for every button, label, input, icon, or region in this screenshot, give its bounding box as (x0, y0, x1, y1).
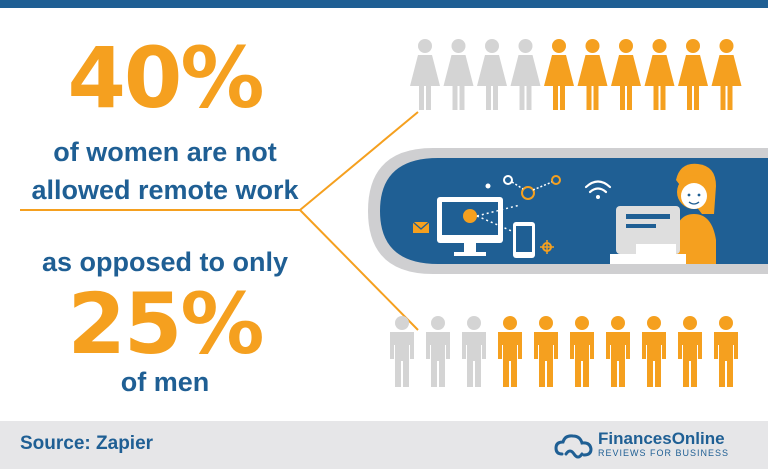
smartphone-icon (513, 222, 535, 258)
woman-figure-icon (711, 39, 742, 110)
woman-figure-icon (510, 39, 541, 110)
men-percent: 25% (67, 275, 264, 373)
woman-at-laptop-icon (610, 163, 716, 264)
woman-figure-icon (577, 39, 608, 110)
woman-figure-icon (477, 39, 507, 110)
woman-figure-icon (410, 39, 440, 110)
wifi-icon (584, 180, 612, 199)
network-nodes-icon (485, 175, 561, 200)
women-figures-row (410, 39, 742, 110)
woman-figure-icon (678, 39, 708, 110)
men-stat-intro: as opposed to only (41, 247, 289, 277)
women-stat-line-2: allowed remote work (31, 175, 299, 205)
men-figures-row (390, 316, 738, 387)
man-figure-icon (534, 316, 558, 387)
brand-tagline: REVIEWS FOR BUSINESS (598, 448, 730, 458)
man-figure-icon (390, 316, 414, 387)
infographic-graphics (20, 39, 768, 387)
woman-figure-icon (644, 39, 675, 110)
women-stat-line-1: of women are not (53, 137, 277, 167)
cloud-logo-icon (554, 434, 593, 459)
man-figure-icon (462, 316, 486, 387)
men-stat-label: of men (120, 367, 210, 397)
woman-figure-icon (443, 39, 474, 110)
women-percent: 40% (67, 29, 264, 127)
woman-figure-icon (544, 39, 574, 110)
woman-figure-icon (611, 39, 641, 110)
man-figure-icon (642, 316, 666, 387)
man-figure-icon (606, 316, 630, 387)
top-accent-bar (0, 0, 768, 8)
envelope-icon (412, 221, 430, 233)
man-figure-icon (498, 316, 522, 387)
brand-name: FinancesOnline (598, 429, 725, 448)
brand-logo[interactable]: FinancesOnline REVIEWS FOR BUSINESS (554, 429, 744, 463)
man-figure-icon (570, 316, 594, 387)
bracket-lines (20, 111, 419, 331)
footer-bar: Source: Zapier FinancesOnline REVIEWS FO… (0, 421, 768, 469)
man-figure-icon (678, 316, 702, 387)
man-figure-icon (714, 316, 738, 387)
gear-icon (540, 240, 554, 254)
computer-monitor-icon (437, 197, 521, 256)
source-label: Source: Zapier (20, 433, 154, 454)
man-figure-icon (426, 316, 450, 387)
